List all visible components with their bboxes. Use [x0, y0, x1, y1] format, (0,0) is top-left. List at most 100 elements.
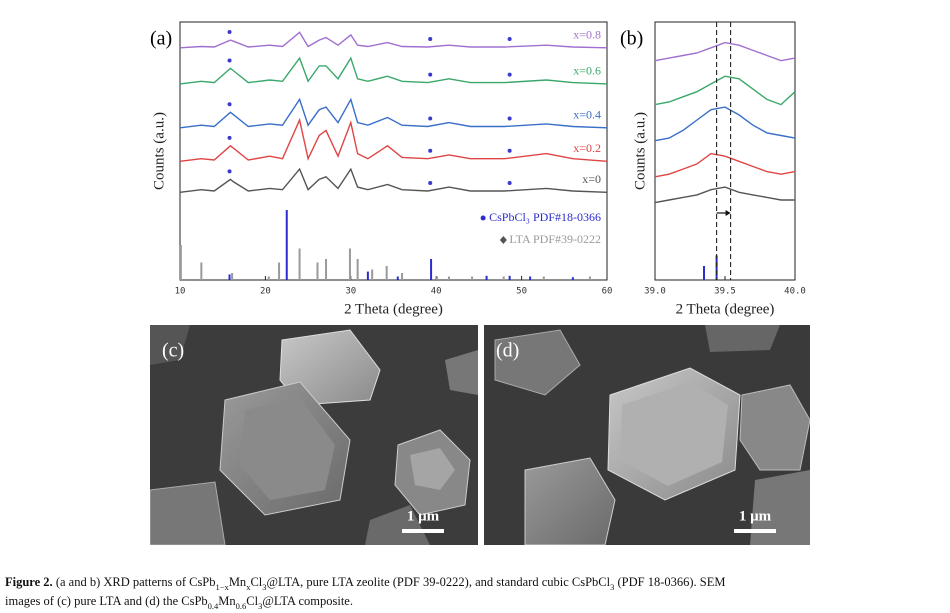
- caption-subscript: x: [246, 582, 251, 592]
- reference-bar: [471, 276, 474, 280]
- series-label: x=0.4: [573, 108, 601, 122]
- y-axis-title: Counts (a.u.): [632, 112, 648, 190]
- caption-text: Cl: [250, 575, 262, 589]
- reference-bar: [571, 277, 574, 280]
- caption-text: Mn: [218, 594, 236, 608]
- reference-bar: [348, 248, 351, 280]
- reference-bar: [316, 262, 319, 280]
- caption-subscript: 0.4: [208, 601, 219, 611]
- phase-marker: [507, 37, 512, 42]
- reference-bar: [715, 255, 718, 280]
- x-axis-title: 2 Theta (degree): [676, 301, 775, 317]
- caption-text: @LTA, pure LTA zeolite (PDF 39-0222), an…: [267, 575, 611, 589]
- caption-subscript: 3: [258, 601, 262, 611]
- reference-bar: [179, 245, 182, 280]
- phase-marker: [428, 116, 433, 121]
- caption-text: Mn: [229, 575, 247, 589]
- legend-label: LTA PDF#39-0222: [509, 232, 601, 246]
- caption-text: @LTA composite.: [262, 594, 353, 608]
- caption-text: images of (c) pure LTA and (d) the CsPb: [5, 594, 208, 608]
- plot-frame: [179, 21, 608, 281]
- reference-bar: [588, 276, 591, 280]
- reference-bar: [430, 259, 433, 280]
- phase-marker: [428, 72, 433, 77]
- reference-bar: [401, 273, 404, 280]
- xrd-trace: [179, 167, 608, 193]
- caption-subscript: 3: [610, 582, 614, 592]
- caption-subscript: 3: [262, 582, 266, 592]
- xrd-trace: [654, 152, 796, 178]
- caption: Figure 2. (a and b) XRD patterns of CsPb…: [5, 575, 726, 592]
- caption-text: (PDF 18-0366). SEM: [614, 575, 725, 589]
- sem-image-d: [484, 325, 810, 545]
- reference-bar: [703, 266, 705, 280]
- reference-bar: [529, 276, 532, 280]
- reference-bar: [385, 266, 388, 280]
- x-tick-label: 10: [175, 287, 186, 297]
- legend-label: CsPbCl₃ PDF#18-0366: [489, 210, 601, 224]
- phase-marker: [428, 148, 433, 153]
- caption-text: (a and b) XRD patterns of CsPb: [53, 575, 216, 589]
- reference-bar: [325, 259, 328, 280]
- xrd-trace: [179, 56, 608, 85]
- reference-bar: [542, 276, 545, 280]
- panel-label: (b): [620, 28, 643, 50]
- series-label: x=0: [582, 172, 601, 186]
- phase-marker: [227, 169, 232, 174]
- x-axis-title: 2 Theta (degree): [344, 301, 443, 317]
- reference-bar: [278, 262, 281, 280]
- phase-marker: [227, 58, 232, 63]
- x-tick-label: 50: [516, 287, 527, 297]
- x-tick-label: 60: [602, 287, 613, 297]
- x-tick-label: 30: [345, 287, 356, 297]
- plot-frame: [654, 21, 796, 281]
- scale-bar: [402, 529, 444, 533]
- scale-bar: [734, 529, 776, 533]
- reference-bar: [448, 276, 451, 280]
- y-axis-title: Counts (a.u.): [151, 112, 167, 190]
- xrd-trace: [654, 75, 796, 106]
- reference-bar: [396, 276, 399, 280]
- caption-subscript: 1−x: [216, 582, 230, 592]
- phase-marker: [227, 102, 232, 107]
- image-label: (d): [496, 340, 519, 362]
- reference-bar: [267, 276, 270, 280]
- reference-bar: [508, 275, 511, 280]
- series-label: x=0.8: [573, 28, 601, 42]
- xrd-trace: [654, 106, 796, 142]
- phase-marker: [227, 135, 232, 140]
- image-label: (c): [162, 340, 184, 362]
- reference-bar: [200, 262, 203, 280]
- caption-subscript: 0.6: [236, 601, 247, 611]
- scale-label: 1 μm: [407, 508, 440, 524]
- phase-marker: [428, 180, 433, 185]
- reference-bar: [502, 276, 505, 280]
- x-tick-label: 40: [431, 287, 442, 297]
- reference-bar: [356, 259, 359, 280]
- phase-marker: [507, 148, 512, 153]
- reference-bar: [436, 276, 439, 280]
- sem-image-c: [150, 325, 478, 545]
- reference-bar: [231, 273, 234, 280]
- reference-bar: [228, 274, 231, 280]
- reference-bar: [285, 210, 288, 280]
- caption-text: Cl: [246, 594, 258, 608]
- xrd-trace: [654, 186, 795, 204]
- x-tick-label: 39.0: [644, 287, 666, 297]
- phase-marker: [507, 116, 512, 121]
- x-tick-label: 40.0: [784, 287, 806, 297]
- x-tick-label: 39.5: [714, 287, 736, 297]
- reference-bar: [371, 269, 374, 280]
- scale-label: 1 μm: [739, 508, 772, 524]
- phase-marker: [507, 180, 512, 185]
- legend-marker: [499, 236, 507, 244]
- xrd-trace: [179, 97, 608, 129]
- phase-marker: [428, 37, 433, 42]
- caption-label: Figure 2.: [5, 575, 53, 589]
- xrd-trace: [179, 31, 608, 49]
- phase-marker: [227, 30, 232, 35]
- xrd-trace: [654, 41, 796, 62]
- x-tick-label: 20: [260, 287, 271, 297]
- caption: images of (c) pure LTA and (d) the CsPb0…: [5, 594, 353, 611]
